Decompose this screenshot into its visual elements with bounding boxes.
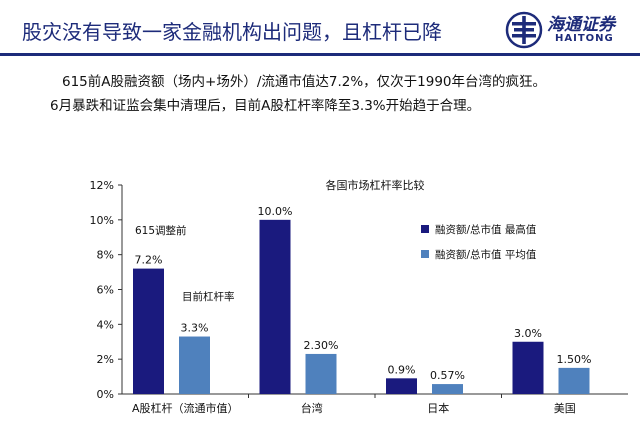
y-tick-label: 0% bbox=[97, 388, 114, 401]
legend-swatch bbox=[421, 225, 429, 233]
summary-paragraph-1: 615前A股融资额（场内+场外）/流通市值达7.2%，仅次于1990年台湾的疯狂… bbox=[62, 74, 547, 90]
bar bbox=[305, 353, 337, 394]
bar bbox=[386, 378, 417, 394]
x-category-label: 台湾 bbox=[301, 401, 323, 415]
legend-label: 融资额/总市值 最高值 bbox=[435, 223, 537, 236]
bar bbox=[432, 384, 463, 394]
header-divider bbox=[0, 53, 640, 56]
bar-data-label: 1.50% bbox=[557, 353, 592, 366]
bar-data-label: 3.3% bbox=[181, 322, 209, 335]
y-tick-label: 12% bbox=[90, 179, 114, 192]
bar bbox=[558, 367, 590, 394]
logo-english-text: HAITONG bbox=[555, 33, 614, 44]
haitong-logo-icon bbox=[505, 11, 543, 49]
bar-data-label: 3.0% bbox=[514, 327, 542, 340]
summary-paragraph-2: 6月暴跌和证监会集中清理后，目前A股杠杆率降至3.3%开始趋于合理。 bbox=[50, 98, 481, 114]
bar bbox=[179, 336, 210, 394]
annotation-pre-615: 615调整前 bbox=[135, 224, 187, 237]
legend-swatch bbox=[421, 250, 429, 258]
legend-label: 融资额/总市值 平均值 bbox=[435, 248, 537, 261]
bar-data-label: 2.30% bbox=[304, 339, 339, 352]
brand-logo: 海通证券 HAITONG bbox=[505, 10, 635, 50]
y-tick-label: 2% bbox=[97, 353, 114, 366]
y-tick-label: 4% bbox=[97, 318, 114, 331]
bar bbox=[512, 341, 544, 394]
page-title: 股灾没有导致一家金融机构出问题，且杠杆已降 bbox=[22, 20, 442, 44]
bar-data-label: 7.2% bbox=[135, 254, 163, 267]
x-category-label: 日本 bbox=[427, 401, 449, 415]
y-tick-label: 6% bbox=[97, 284, 114, 297]
y-tick-label: 8% bbox=[97, 249, 114, 262]
bar-data-label: 10.0% bbox=[258, 205, 293, 218]
y-tick-label: 10% bbox=[90, 214, 114, 227]
bar-data-label: 0.57% bbox=[430, 369, 465, 382]
chart-title: 各国市场杠杆率比较 bbox=[326, 178, 425, 192]
annotation-current-leverage: 目前杠杆率 bbox=[182, 290, 235, 303]
x-category-label: A股杠杆（流通市值） bbox=[132, 401, 239, 415]
leverage-comparison-chart: 0% 2% 4% 6% 8% 10% 12% 各国市场杠杆率比较 7.2% 3.3% A股杠杆（流通… bbox=[90, 178, 628, 415]
bar-data-label: 0.9% bbox=[388, 363, 416, 376]
logo-chinese-text: 海通证券 bbox=[547, 15, 615, 35]
bar bbox=[133, 268, 164, 394]
x-category-label: 美国 bbox=[554, 402, 576, 415]
bar bbox=[259, 219, 291, 394]
